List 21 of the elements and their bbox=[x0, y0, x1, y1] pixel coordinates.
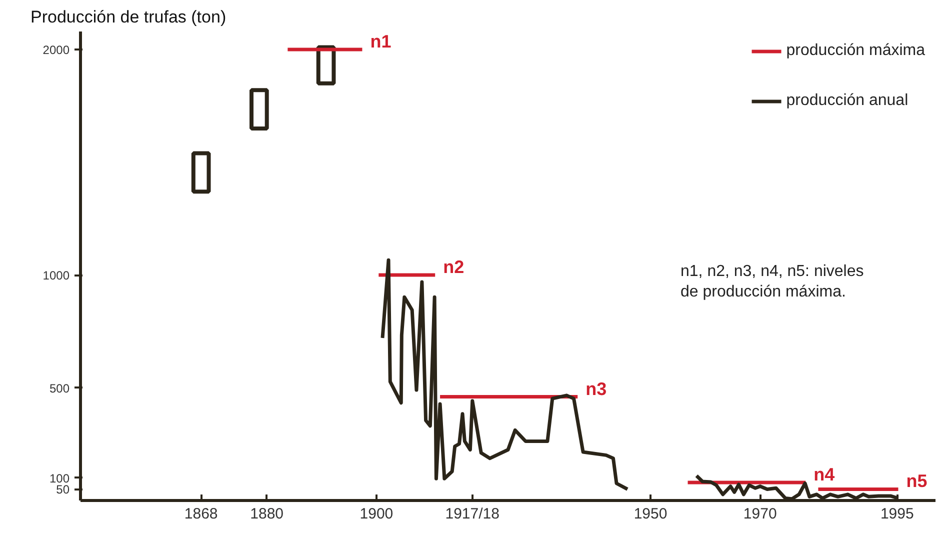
legend-label: producción anual bbox=[786, 92, 908, 110]
x-tick-label: 1868 bbox=[184, 506, 218, 522]
annotation: n1, n2, n3, n4, n5: niveles de producción máxima. bbox=[680, 263, 864, 300]
x-tick-label: 1970 bbox=[743, 506, 777, 522]
y-tick-label: 2000 bbox=[42, 43, 70, 58]
annotation: n5 bbox=[906, 471, 928, 492]
annotation: n1 bbox=[370, 32, 392, 52]
y-axis-title: Producción de trufas (ton) bbox=[30, 8, 226, 26]
annotation: n4 bbox=[814, 464, 835, 484]
x-tick-label: 1880 bbox=[250, 506, 284, 522]
annotation: n2 bbox=[443, 257, 464, 278]
x-tick-label: 1900 bbox=[360, 506, 394, 522]
annotation: n3 bbox=[586, 378, 607, 399]
y-tick-label: 1000 bbox=[42, 268, 70, 283]
y-tick-label: 100 bbox=[49, 471, 70, 486]
x-tick-label: 1995 bbox=[880, 506, 914, 522]
x-tick-label: 1917/18 bbox=[445, 506, 500, 522]
x-tick-label: 1950 bbox=[634, 506, 668, 522]
y-tick-label: 50 bbox=[56, 482, 70, 497]
y-tick-label: 500 bbox=[49, 381, 70, 396]
legend-label: producción máxima bbox=[786, 42, 925, 60]
